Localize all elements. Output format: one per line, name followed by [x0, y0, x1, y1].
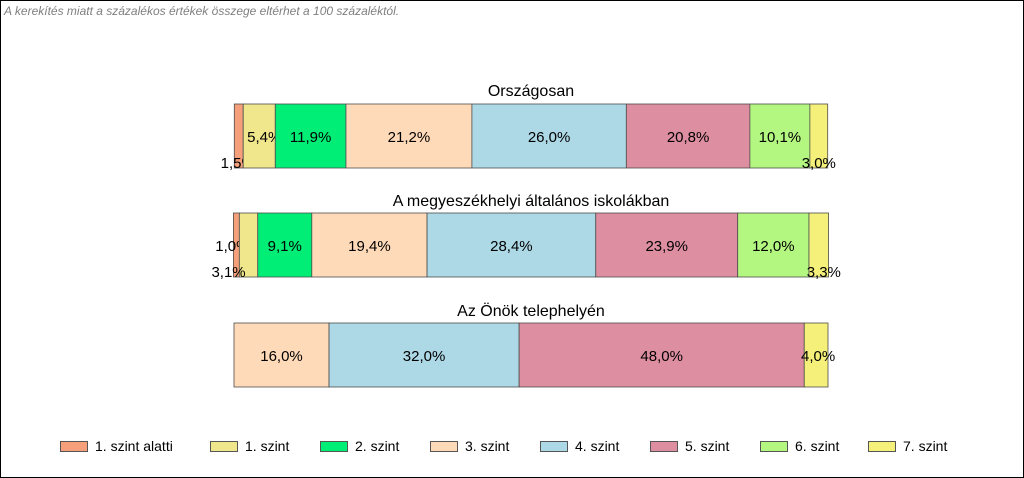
rounding-note: A kerekítés miatt a százalékos értékek ö…	[4, 4, 400, 18]
data-label: 23,9%	[645, 238, 688, 255]
data-label: 16,0%	[260, 348, 303, 365]
legend-label: 7. szint	[903, 438, 948, 454]
data-label: 3,0%	[802, 155, 836, 172]
data-label: 19,4%	[348, 238, 391, 255]
legend-item: 6. szint	[760, 436, 839, 456]
bar-segment	[311, 212, 428, 278]
legend-label: 2. szint	[355, 438, 400, 454]
legend-item: 7. szint	[868, 436, 947, 456]
data-label: 21,2%	[388, 129, 431, 146]
bar-segment	[274, 103, 347, 169]
bar-segment	[803, 322, 829, 388]
data-label: 10,1%	[759, 129, 802, 146]
data-label: 48,0%	[640, 348, 683, 365]
group-title: Az Önök telephelyén	[457, 302, 605, 320]
bar-segment	[749, 103, 811, 169]
data-label: 28,4%	[490, 238, 533, 255]
data-label: 12,0%	[752, 238, 795, 255]
data-label: 3,3%	[807, 264, 841, 281]
legend-swatch	[650, 440, 678, 452]
legend-item: 4. szint	[540, 436, 619, 456]
legend-label: 1. szint	[245, 438, 290, 454]
bar-segment	[808, 212, 829, 278]
legend-label: 4. szint	[575, 438, 620, 454]
data-label: 3,1%	[211, 264, 245, 281]
bar-segment	[809, 103, 829, 169]
bar-segment	[345, 103, 473, 169]
legend-item: 1. szint	[210, 436, 289, 456]
legend-item: 1. szint alatti	[60, 436, 173, 456]
data-label: 20,8%	[667, 129, 710, 146]
data-label: 32,0%	[403, 348, 446, 365]
data-label: 5,4%	[247, 129, 281, 146]
legend-swatch	[760, 440, 788, 452]
legend-item: 3. szint	[430, 436, 509, 456]
legend-label: 3. szint	[465, 438, 510, 454]
bar-segment	[518, 322, 805, 388]
data-label: 11,9%	[290, 129, 331, 146]
bar-segment	[233, 322, 330, 388]
legend-swatch	[320, 440, 348, 452]
legend-swatch	[540, 440, 568, 452]
legend-swatch	[430, 440, 458, 452]
legend-item: 2. szint	[320, 436, 399, 456]
bar-segment	[595, 212, 739, 278]
bar-segment	[328, 322, 520, 388]
data-label: 9,1%	[268, 238, 302, 255]
legend-label: 6. szint	[795, 438, 840, 454]
legend-swatch	[210, 440, 238, 452]
legend-item: 5. szint	[650, 436, 729, 456]
legend-swatch	[60, 440, 88, 452]
group-title: Országosan	[488, 83, 574, 100]
legend-swatch	[868, 440, 896, 452]
group-title: A megyeszékhelyi általános iskolákban	[393, 193, 670, 210]
data-label: 26,0%	[528, 129, 571, 146]
bar-segment	[242, 103, 276, 169]
chart-legend: 1. szint alatti 1. szint 2. szint 3. szint 4…	[0, 436, 1024, 456]
legend-label: 5. szint	[685, 438, 730, 454]
legend-label: 1. szint alatti	[95, 438, 173, 454]
bar-segment	[426, 212, 597, 278]
data-label: 4,0%	[801, 348, 835, 365]
